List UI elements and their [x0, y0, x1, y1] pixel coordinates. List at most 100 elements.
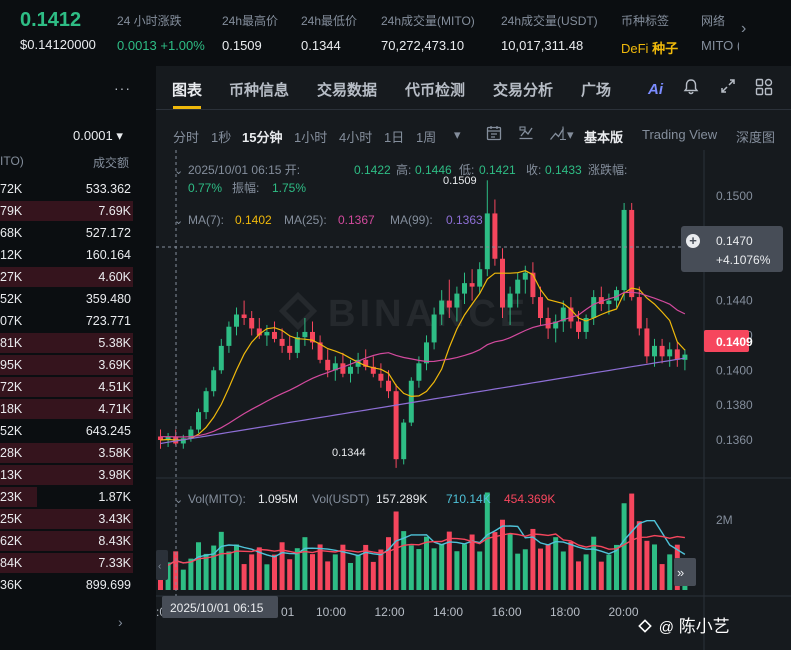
interval-4h[interactable]: 4小时 [339, 130, 373, 145]
volume-bar [652, 544, 657, 590]
order-book-precision-select[interactable]: 0.0001 ▾ [73, 128, 123, 143]
interval-15m[interactable]: 15分钟 [242, 130, 283, 145]
order-book-total: 1.87K [98, 490, 131, 504]
interval-1s[interactable]: 1秒 [211, 130, 232, 145]
candle-body [226, 326, 232, 346]
order-book-row[interactable]: 79K 7.69K [0, 200, 148, 222]
candle-body [348, 366, 353, 374]
order-book-row[interactable]: 07K 723.771 [0, 310, 148, 332]
last-price-label: 0.1409 [716, 335, 753, 349]
tag-seed[interactable]: 种子 [652, 41, 679, 56]
tab-trading-analysis[interactable]: 交易分析 [493, 82, 554, 99]
candles-group [158, 180, 688, 468]
drawing-dropdown-icon[interactable]: ▾ [567, 127, 574, 142]
order-book-row[interactable]: 27K 4.60K [0, 266, 148, 288]
candle-body [386, 380, 391, 392]
order-book-qty: 07K [0, 314, 23, 328]
order-book-row[interactable]: 52K 359.480 [0, 288, 148, 310]
order-book-row[interactable]: 28K 3.58K [0, 442, 148, 464]
interval-dropdown-icon[interactable]: ▾ [454, 127, 461, 142]
volume-bar [614, 544, 619, 590]
order-book-row[interactable]: 13K 3.98K [0, 464, 148, 486]
scroll-left-button[interactable]: ‹ [156, 550, 168, 580]
order-book-row[interactable]: 84K 7.33K [0, 552, 148, 574]
interval-1d[interactable]: 1日 [384, 130, 405, 145]
order-book-row[interactable]: 81K 5.38K [0, 332, 148, 354]
depth-bar [0, 333, 134, 353]
interval-timeline[interactable]: 分时 [173, 130, 200, 145]
view-depth[interactable]: 深度图 [736, 130, 776, 145]
order-book-row[interactable]: 72K 4.51K [0, 376, 148, 398]
order-book-qty: 68K [0, 226, 23, 240]
order-book-row[interactable]: 95K 3.69K [0, 354, 148, 376]
depth-bar [0, 399, 134, 419]
ticker-next-arrow[interactable]: › [741, 20, 747, 37]
order-book-row[interactable]: 68K 527.172 [0, 222, 148, 244]
candle-body [507, 293, 513, 308]
order-book-qty: 27K [0, 270, 23, 284]
tab-square[interactable]: 广场 [581, 82, 612, 99]
svg-text:+: + [689, 233, 697, 248]
fullscreen-icon[interactable] [720, 78, 736, 99]
layout-grid-icon[interactable] [755, 78, 773, 101]
candle-body [446, 300, 452, 308]
tag-defi[interactable]: DeFi [621, 41, 649, 56]
order-book-row[interactable]: 36K 899.699 [0, 574, 148, 596]
svg-text:0.1422: 0.1422 [354, 163, 391, 177]
tab-chart[interactable]: 图表 [172, 82, 203, 99]
indicator-settings-icon[interactable] [486, 125, 502, 144]
order-book-row[interactable]: 62K 8.43K [0, 530, 148, 552]
scroll-to-latest-button[interactable]: » [674, 558, 696, 586]
order-book-row[interactable]: 52K 643.245 [0, 420, 148, 442]
candle-body [652, 345, 657, 357]
volume-bar [500, 519, 505, 590]
svg-text:0.1367: 0.1367 [338, 213, 375, 227]
order-book-row[interactable]: 23K 1.87K [0, 486, 148, 508]
candle-body [264, 331, 270, 336]
order-book-row[interactable]: 12K 160.164 [0, 244, 148, 266]
interval-1h[interactable]: 1小时 [294, 130, 328, 145]
order-book-expand-icon[interactable]: › [118, 614, 123, 630]
candle-body [211, 370, 217, 392]
volume-bar [196, 542, 201, 590]
order-book-row[interactable]: 72K 533.362 [0, 178, 148, 200]
svg-text:涨跌幅:: 涨跌幅: [588, 162, 627, 177]
tab-token-info[interactable]: 币种信息 [229, 82, 290, 99]
candle-body [515, 279, 521, 294]
order-book-total: 3.98K [98, 468, 131, 482]
candle-body [294, 337, 300, 353]
stat-24h-change: 24 小时涨跌 0.0013 +1.00% [117, 14, 205, 53]
svg-text:低:: 低: [459, 163, 474, 177]
svg-text:‹: ‹ [158, 561, 161, 572]
order-book-total: 533.362 [85, 182, 131, 196]
tab-token-check[interactable]: 代币检测 [405, 82, 466, 99]
drawing-tools-icon[interactable] [549, 125, 567, 144]
active-tab-indicator [173, 106, 201, 109]
candle-body [462, 283, 467, 294]
view-basic[interactable]: 基本版 [584, 130, 624, 145]
depth-bar [0, 531, 134, 551]
candle-body [545, 318, 551, 329]
view-tradingview[interactable]: Trading View [642, 127, 718, 142]
ai-icon[interactable]: Ai [648, 81, 663, 98]
volume-bar [477, 551, 483, 590]
order-book-more-icon[interactable]: ··· [114, 80, 131, 96]
order-book-row[interactable]: 25K 3.43K [0, 508, 148, 530]
bell-icon[interactable] [683, 78, 699, 100]
volume-bar [249, 554, 255, 590]
interval-1w[interactable]: 1周 [416, 130, 437, 145]
order-book-row[interactable]: 18K 4.71K [0, 398, 148, 420]
tab-trading-data[interactable]: 交易数据 [317, 82, 378, 99]
candle-body [484, 213, 490, 270]
max-price-label: 0.1509 [443, 175, 477, 187]
candlestick-chart[interactable]: BINANCE 0.15000.14400.14200.14000.13800.… [156, 150, 791, 650]
volume-bar [439, 543, 445, 590]
svg-text:Vol(USDT): Vol(USDT) [312, 492, 369, 506]
order-book-qty: 13K [0, 468, 23, 482]
depth-bar [0, 509, 134, 529]
volume-bar [522, 549, 528, 590]
compare-icon[interactable] [518, 125, 534, 144]
order-book-qty: 72K [0, 182, 23, 196]
order-book-qty: 28K [0, 446, 23, 460]
candle-body [583, 318, 589, 332]
